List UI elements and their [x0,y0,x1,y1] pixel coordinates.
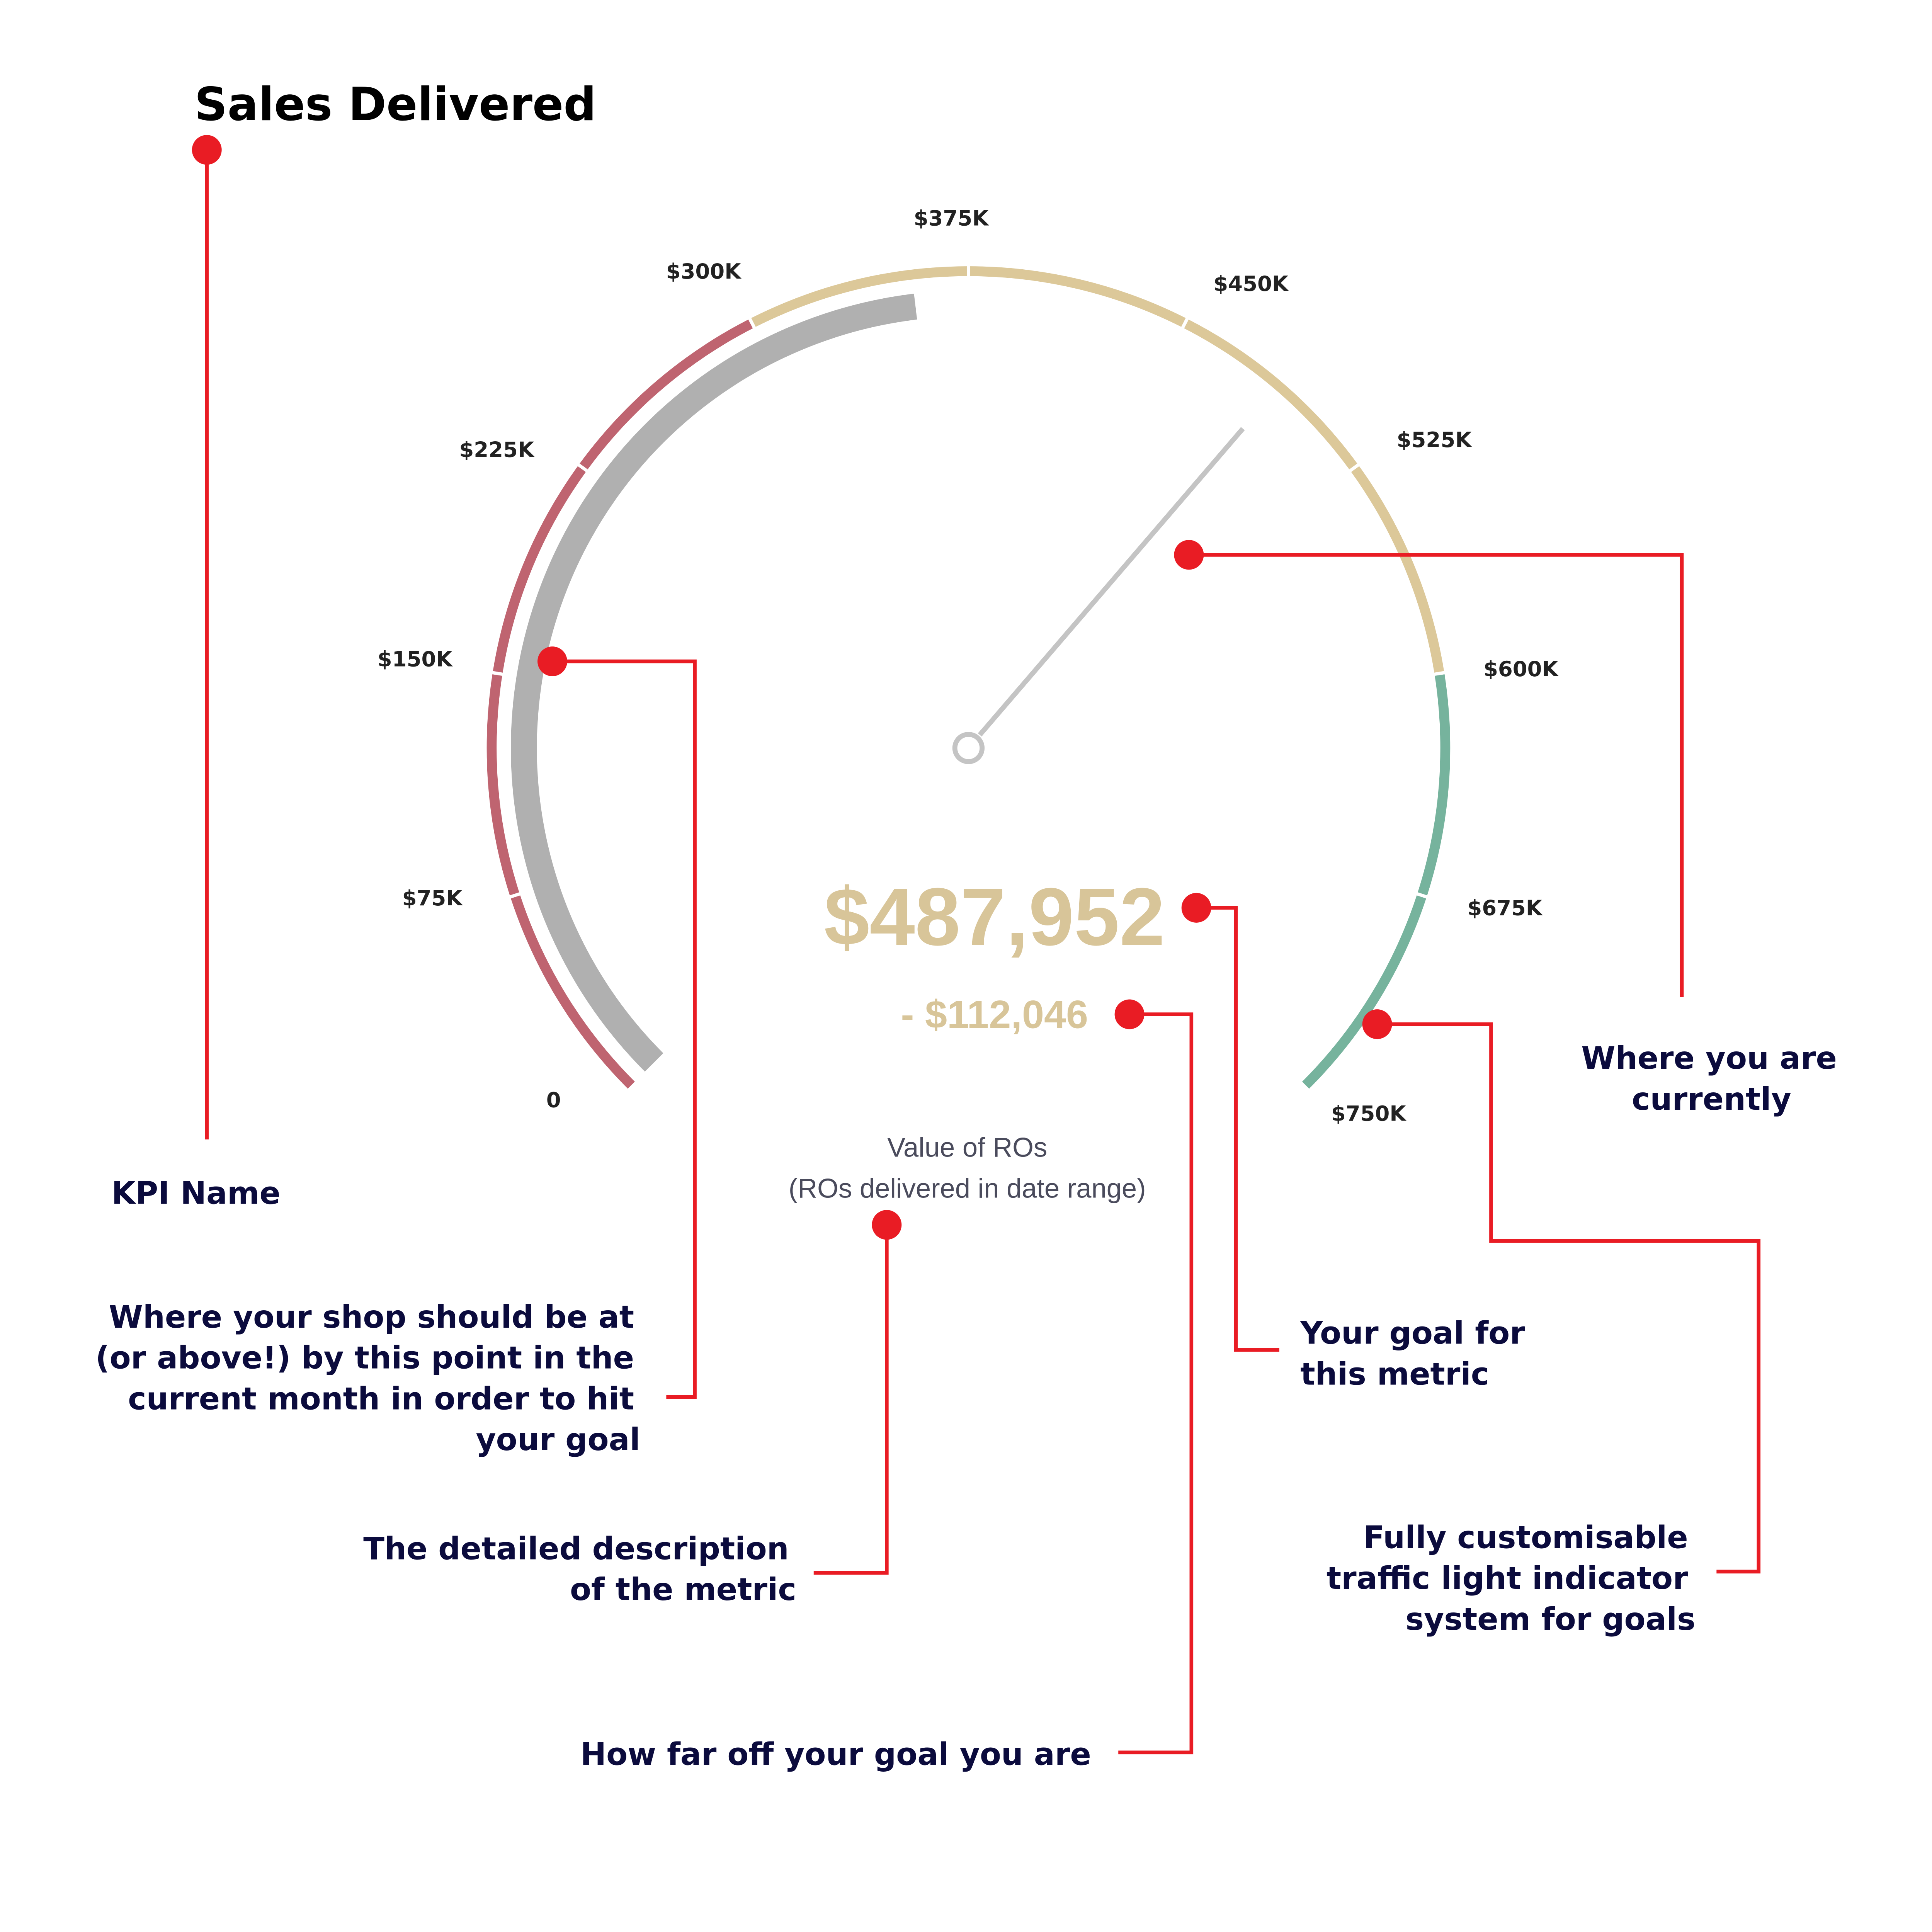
annotation-text: KPI Name [111,1175,280,1211]
traffic-light-band-segment [1302,895,1426,1089]
annotation-text: system for goals [1405,1601,1695,1637]
needle-pivot [952,732,985,764]
annotation-how-far-off: How far off your goal you are [580,999,1194,1772]
tick-labels: 0 $75K $150K $225K $300K $375K $450K $52… [378,206,1559,1126]
annotation-traffic-light: Fully customisable traffic light indicat… [1327,1009,1761,1637]
traffic-light-band-segment [493,466,586,673]
target-progress-arc [511,294,917,1072]
tick-label: $450K [1213,271,1289,296]
current-value: $487,952 [824,871,1165,963]
annotation-text: traffic light indicator [1327,1560,1688,1596]
annotation-text: Where you are [1581,1040,1837,1076]
tick-label: $300K [666,259,742,284]
traffic-light-band-segment [970,266,1186,327]
marker-dot [1181,893,1211,923]
marker-dot [1114,999,1145,1029]
annotation-text: (or above!) by this point in the [95,1340,634,1376]
tick-label: $75K [402,886,463,910]
traffic-light-band-segment [1351,466,1444,673]
traffic-light-band-segment [751,266,967,327]
tick-label: $750K [1331,1101,1407,1126]
tick-label: $375K [914,206,990,230]
traffic-light-band-segment [486,674,519,896]
annotation-text: The detailed description [363,1531,789,1566]
metric-description-line: Value of ROs [887,1132,1047,1163]
marker-dot [192,135,222,165]
goal-difference: - $112,046 [901,992,1088,1036]
annotation-current: Where you are currently [1174,540,1837,1117]
annotation-text: How far off your goal you are [580,1736,1091,1772]
kpi-title: Sales Delivered [194,78,596,131]
annotation-text: of the metric [570,1571,796,1607]
marker-dot [1174,540,1204,570]
tick-label: $150K [378,646,453,671]
gauge-needle [978,427,1245,737]
annotation-should-be: Where your shop should be at (or above!)… [95,646,697,1458]
marker-dot [1362,1009,1392,1039]
traffic-light-band-segment [510,895,635,1089]
annotation-text: current month in order to hit [128,1381,634,1417]
marker-dot [872,1210,902,1240]
traffic-light-band-segment [580,319,753,469]
tick-label: $225K [459,437,535,462]
annotation-text: Fully customisable [1363,1519,1688,1555]
annotation-description: The detailed description of the metric [363,1210,902,1607]
traffic-light-band-segment [1184,319,1357,469]
annotation-goal: Your goal for this metric [1181,893,1525,1392]
annotation-text: currently [1632,1081,1791,1117]
traffic-light-band-segment [1418,674,1451,896]
annotation-text: this metric [1300,1356,1489,1392]
gauge [486,266,1451,1089]
tick-label: $525K [1397,427,1473,452]
metric-description-line: (ROs delivered in date range) [789,1173,1146,1203]
tick-label: 0 [546,1087,561,1112]
marker-dot [537,646,567,676]
tick-label: $675K [1467,896,1543,920]
annotation-kpi-name: KPI Name [111,135,281,1211]
tick-label: $600K [1483,656,1559,681]
annotation-text: Where your shop should be at [109,1299,634,1335]
annotation-text: your goal [476,1422,640,1458]
annotation-text: Your goal for [1300,1315,1525,1351]
